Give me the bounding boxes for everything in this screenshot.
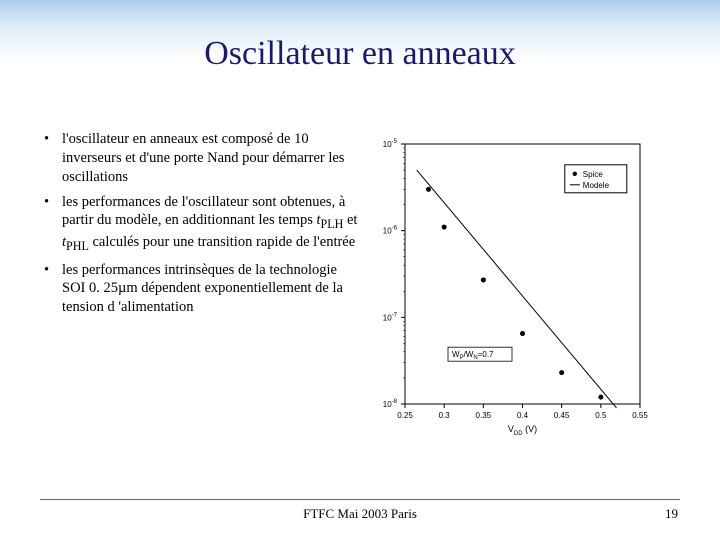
svg-text:VDD (V): VDD (V) bbox=[508, 424, 537, 436]
svg-text:0.25: 0.25 bbox=[397, 411, 413, 420]
svg-text:0.4: 0.4 bbox=[517, 411, 529, 420]
svg-text:0.5: 0.5 bbox=[595, 411, 607, 420]
footer-rule bbox=[40, 499, 680, 500]
svg-text:0.55: 0.55 bbox=[632, 411, 648, 420]
body: l'oscillateur en anneaux est composé de … bbox=[40, 130, 680, 323]
page-number: 19 bbox=[665, 506, 678, 522]
bullet-1-text: l'oscillateur en anneaux est composé de … bbox=[62, 131, 344, 185]
svg-text:Spice: Spice bbox=[583, 170, 604, 179]
scatter-chart: 0.25 0.3 0.35 0.4 0.45 0.5 0.55 10-5 10-6 10-7 10-… bbox=[360, 136, 660, 436]
svg-text:10-7: 10-7 bbox=[383, 312, 398, 322]
chart-container: 0.250.30.350.40.450.50.5510-510-610-710-… bbox=[360, 130, 680, 323]
svg-text:0.45: 0.45 bbox=[554, 411, 570, 420]
bullet-1: l'oscillateur en anneaux est composé de … bbox=[40, 130, 360, 187]
svg-text:10-5: 10-5 bbox=[383, 139, 398, 149]
svg-text:Modele: Modele bbox=[583, 181, 610, 190]
slide-title: Oscillateur en anneaux bbox=[0, 35, 720, 73]
bullet-2: les performances de l'oscillateur sont o… bbox=[40, 193, 360, 255]
svg-text:0.35: 0.35 bbox=[476, 411, 492, 420]
bullet-2-text: les performances de l'oscillateur sont o… bbox=[62, 194, 357, 250]
svg-text:10-6: 10-6 bbox=[383, 226, 398, 236]
bullet-3: les performances intrinsèques de la tech… bbox=[40, 261, 360, 318]
svg-text:10-8: 10-8 bbox=[383, 399, 398, 409]
bullet-list: l'oscillateur en anneaux est composé de … bbox=[40, 130, 360, 323]
svg-text:0.3: 0.3 bbox=[439, 411, 451, 420]
footer-text: FTFC Mai 2003 Paris bbox=[0, 506, 720, 522]
bullet-3-text: les performances intrinsèques de la tech… bbox=[62, 262, 343, 316]
